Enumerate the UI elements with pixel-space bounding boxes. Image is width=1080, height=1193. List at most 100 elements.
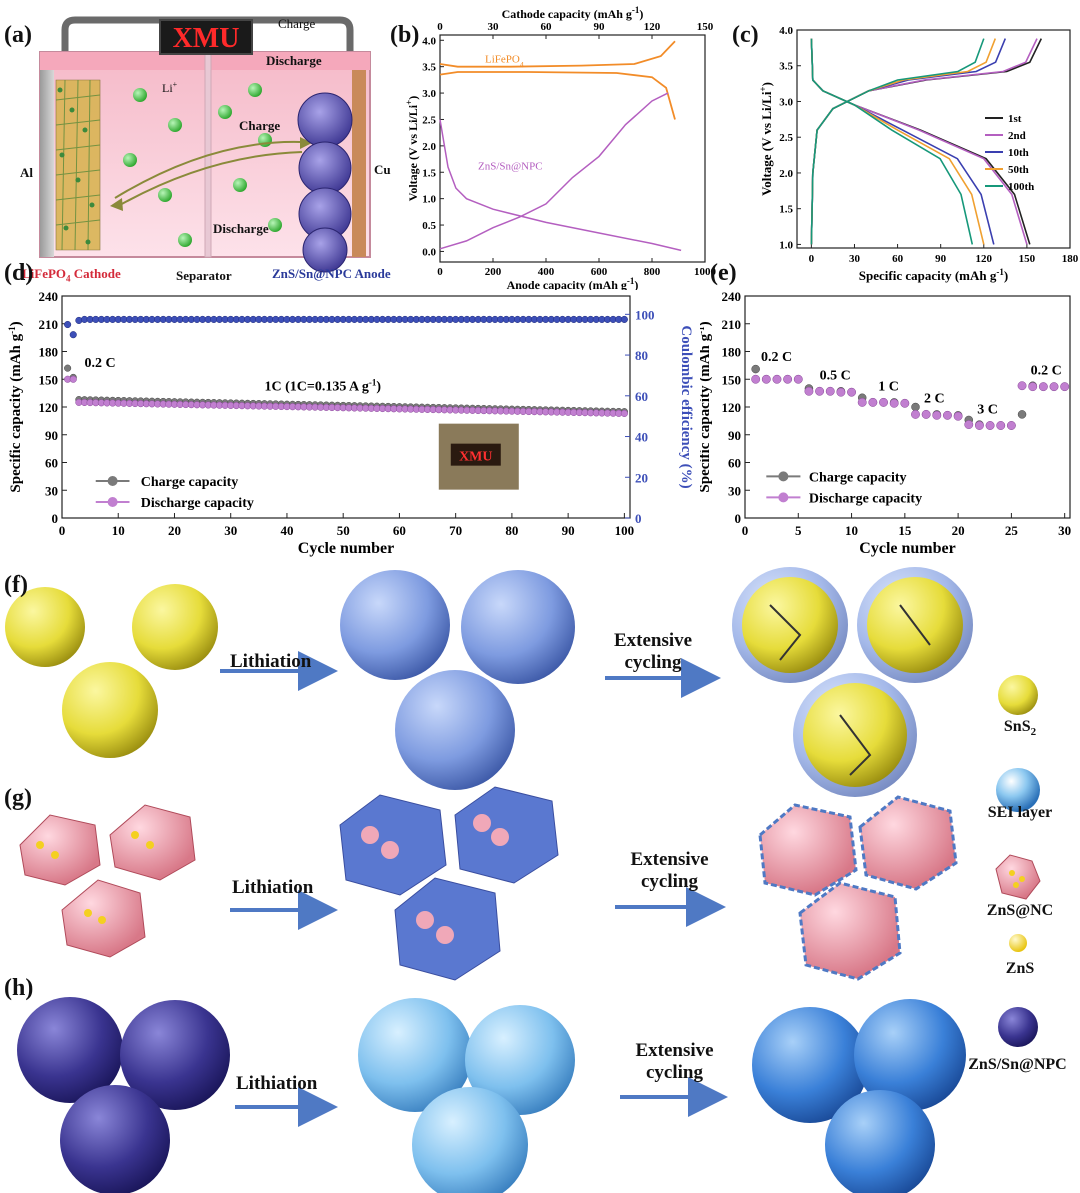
legend-label-100th: 100th [1008,181,1034,193]
plot-frame-e [744,295,1071,519]
legend-marker-e [778,471,789,482]
ytick-label-d: 150 [39,372,59,387]
charge-curve-50th [810,38,997,245]
xtick-label-d: 60 [393,523,406,538]
xtick-bottom-label-b: 1000 [694,266,717,278]
discharge-point [1017,381,1027,391]
ytick-label-d: 60 [45,456,58,471]
ytick-label-b: 3.0 [422,88,436,100]
xtick-label-e: 30 [1058,523,1071,538]
chart-b: 0.00.51.01.52.02.53.03.54.00 200 400 600 800… [405,5,717,290]
photo-inset-sign [450,443,501,466]
legend-marker-d [107,497,118,507]
panel-a-label: (a) [4,22,32,48]
ce-point [64,320,72,329]
g-cycling-label: Extensive cycling [630,849,709,892]
xtick-label-e: 20 [952,523,965,538]
discharge-curve-10th [810,38,995,245]
y2tick-label-d: 100 [635,307,655,322]
ytick-label-b: 0.5 [422,220,436,232]
ytick-label-b: 0.0 [422,246,436,258]
discharge-point [911,409,920,419]
discharge-point [1038,382,1048,392]
charge-mid-label: Charge [239,118,281,133]
discharge-point [69,375,77,383]
ytick-label-c: 3.0 [779,96,793,108]
legend-label-e: Charge capacity [809,470,907,485]
ytick-label-b: 1.5 [422,167,436,179]
xtick-label-d: 100 [615,523,635,538]
cathode-label: LiFePO4 Cathode [22,266,121,284]
discharge-point [1028,382,1038,392]
xtick-label-e: 5 [795,523,802,538]
ytick-label-b: 2.5 [422,114,436,126]
xtick-label-d: 30 [224,523,237,538]
legend-marker-d [107,476,118,486]
ytick-label-b: 1.0 [422,194,436,206]
xlabel-top-b: Cathode capacity (mAh g-1) [502,5,644,21]
discharge-point [815,386,825,396]
legend-label-10th: 10th [1008,147,1029,159]
discharge-point [868,397,878,407]
znssn-discharge-line [439,119,682,252]
rate-label: 0.2 C [1031,364,1062,379]
ytick-label-e: 30 [728,483,741,498]
h-cycling-label: Extensive cycling [635,1040,714,1083]
xtick-label-d: 10 [112,523,125,538]
legend-label-d: Charge capacity [141,475,239,490]
xtick-label-c: 150 [1019,253,1036,265]
discharge-point [836,387,846,397]
rate-label: 1 C [878,379,899,394]
charge-point [751,364,760,374]
photo-inset-text: XMU [459,450,492,465]
charge-curve-100th [810,38,985,245]
xtick-label-c: 30 [849,253,861,265]
anode-label: ZnS/Sn@NPC Anode [272,266,391,281]
discharge-point [996,421,1006,430]
discharge-point [1060,382,1070,392]
f-cycling-label: Extensive cycling [613,630,693,673]
discharge-point [804,386,814,396]
discharge-point [772,374,782,384]
discharge-point [793,374,803,384]
xtick-label-d: 90 [562,523,575,538]
discharge-point [964,420,974,430]
ytick-label-d: 90 [45,428,58,443]
ylabel-e: Specific capacity (mAh g-1) [700,321,713,492]
discharge-point [974,421,984,430]
ce-point [620,315,628,323]
discharge-point [900,398,910,408]
ytick-label-d: 0 [52,511,59,526]
panel-g-label: (g) [4,785,32,811]
xtick-label-e: 25 [1005,523,1019,538]
charge-top-label: Charge [278,16,316,31]
discharge-point [879,397,888,407]
discharge-point [783,374,793,384]
ytick-label-e: 120 [722,400,742,415]
discharge-curve-1st [810,38,1031,245]
chart-c: 1.0 1.5 2.0 2.5 3.0 3.5 4.0 0 30 60 90 120 150 180 Spe… [758,25,1079,283]
ytick-label-c: 1.0 [779,239,793,251]
legend-zns: ZnS [1005,960,1035,977]
xtick-label-d: 0 [59,523,66,538]
discharge-point [751,374,761,384]
ce-point [69,331,77,339]
xtick-top-label-b: 90 [594,21,606,33]
xtick-label-c: 120 [976,253,993,265]
xtick-label-d: 20 [168,523,181,538]
ytick-label-e: 150 [722,372,742,387]
chart-e: 0 30 60 90 120 150 180 210 240 0 5 10 15 20 25 30 Cycle … [700,289,1071,557]
charge-point [911,402,920,412]
legend-sns2: SnS2 [1003,718,1037,739]
discharge-top-label: Discharge [266,53,322,68]
xtick-label-e: 0 [742,523,749,538]
rate-label: 2 C [924,391,945,406]
xtick-top-label-b: 150 [697,21,714,33]
discharge-curve-100th [810,38,974,245]
ytick-label-c: 1.5 [779,204,793,216]
znssn-series-label: ZnS/Sn@NPC [478,161,543,173]
h-lithiation-label: Lithiation [236,1073,318,1094]
xtick-label-d: 40 [280,523,293,538]
g-lithiation-label: Lithiation [232,877,314,898]
separator-label: Separator [176,268,232,283]
